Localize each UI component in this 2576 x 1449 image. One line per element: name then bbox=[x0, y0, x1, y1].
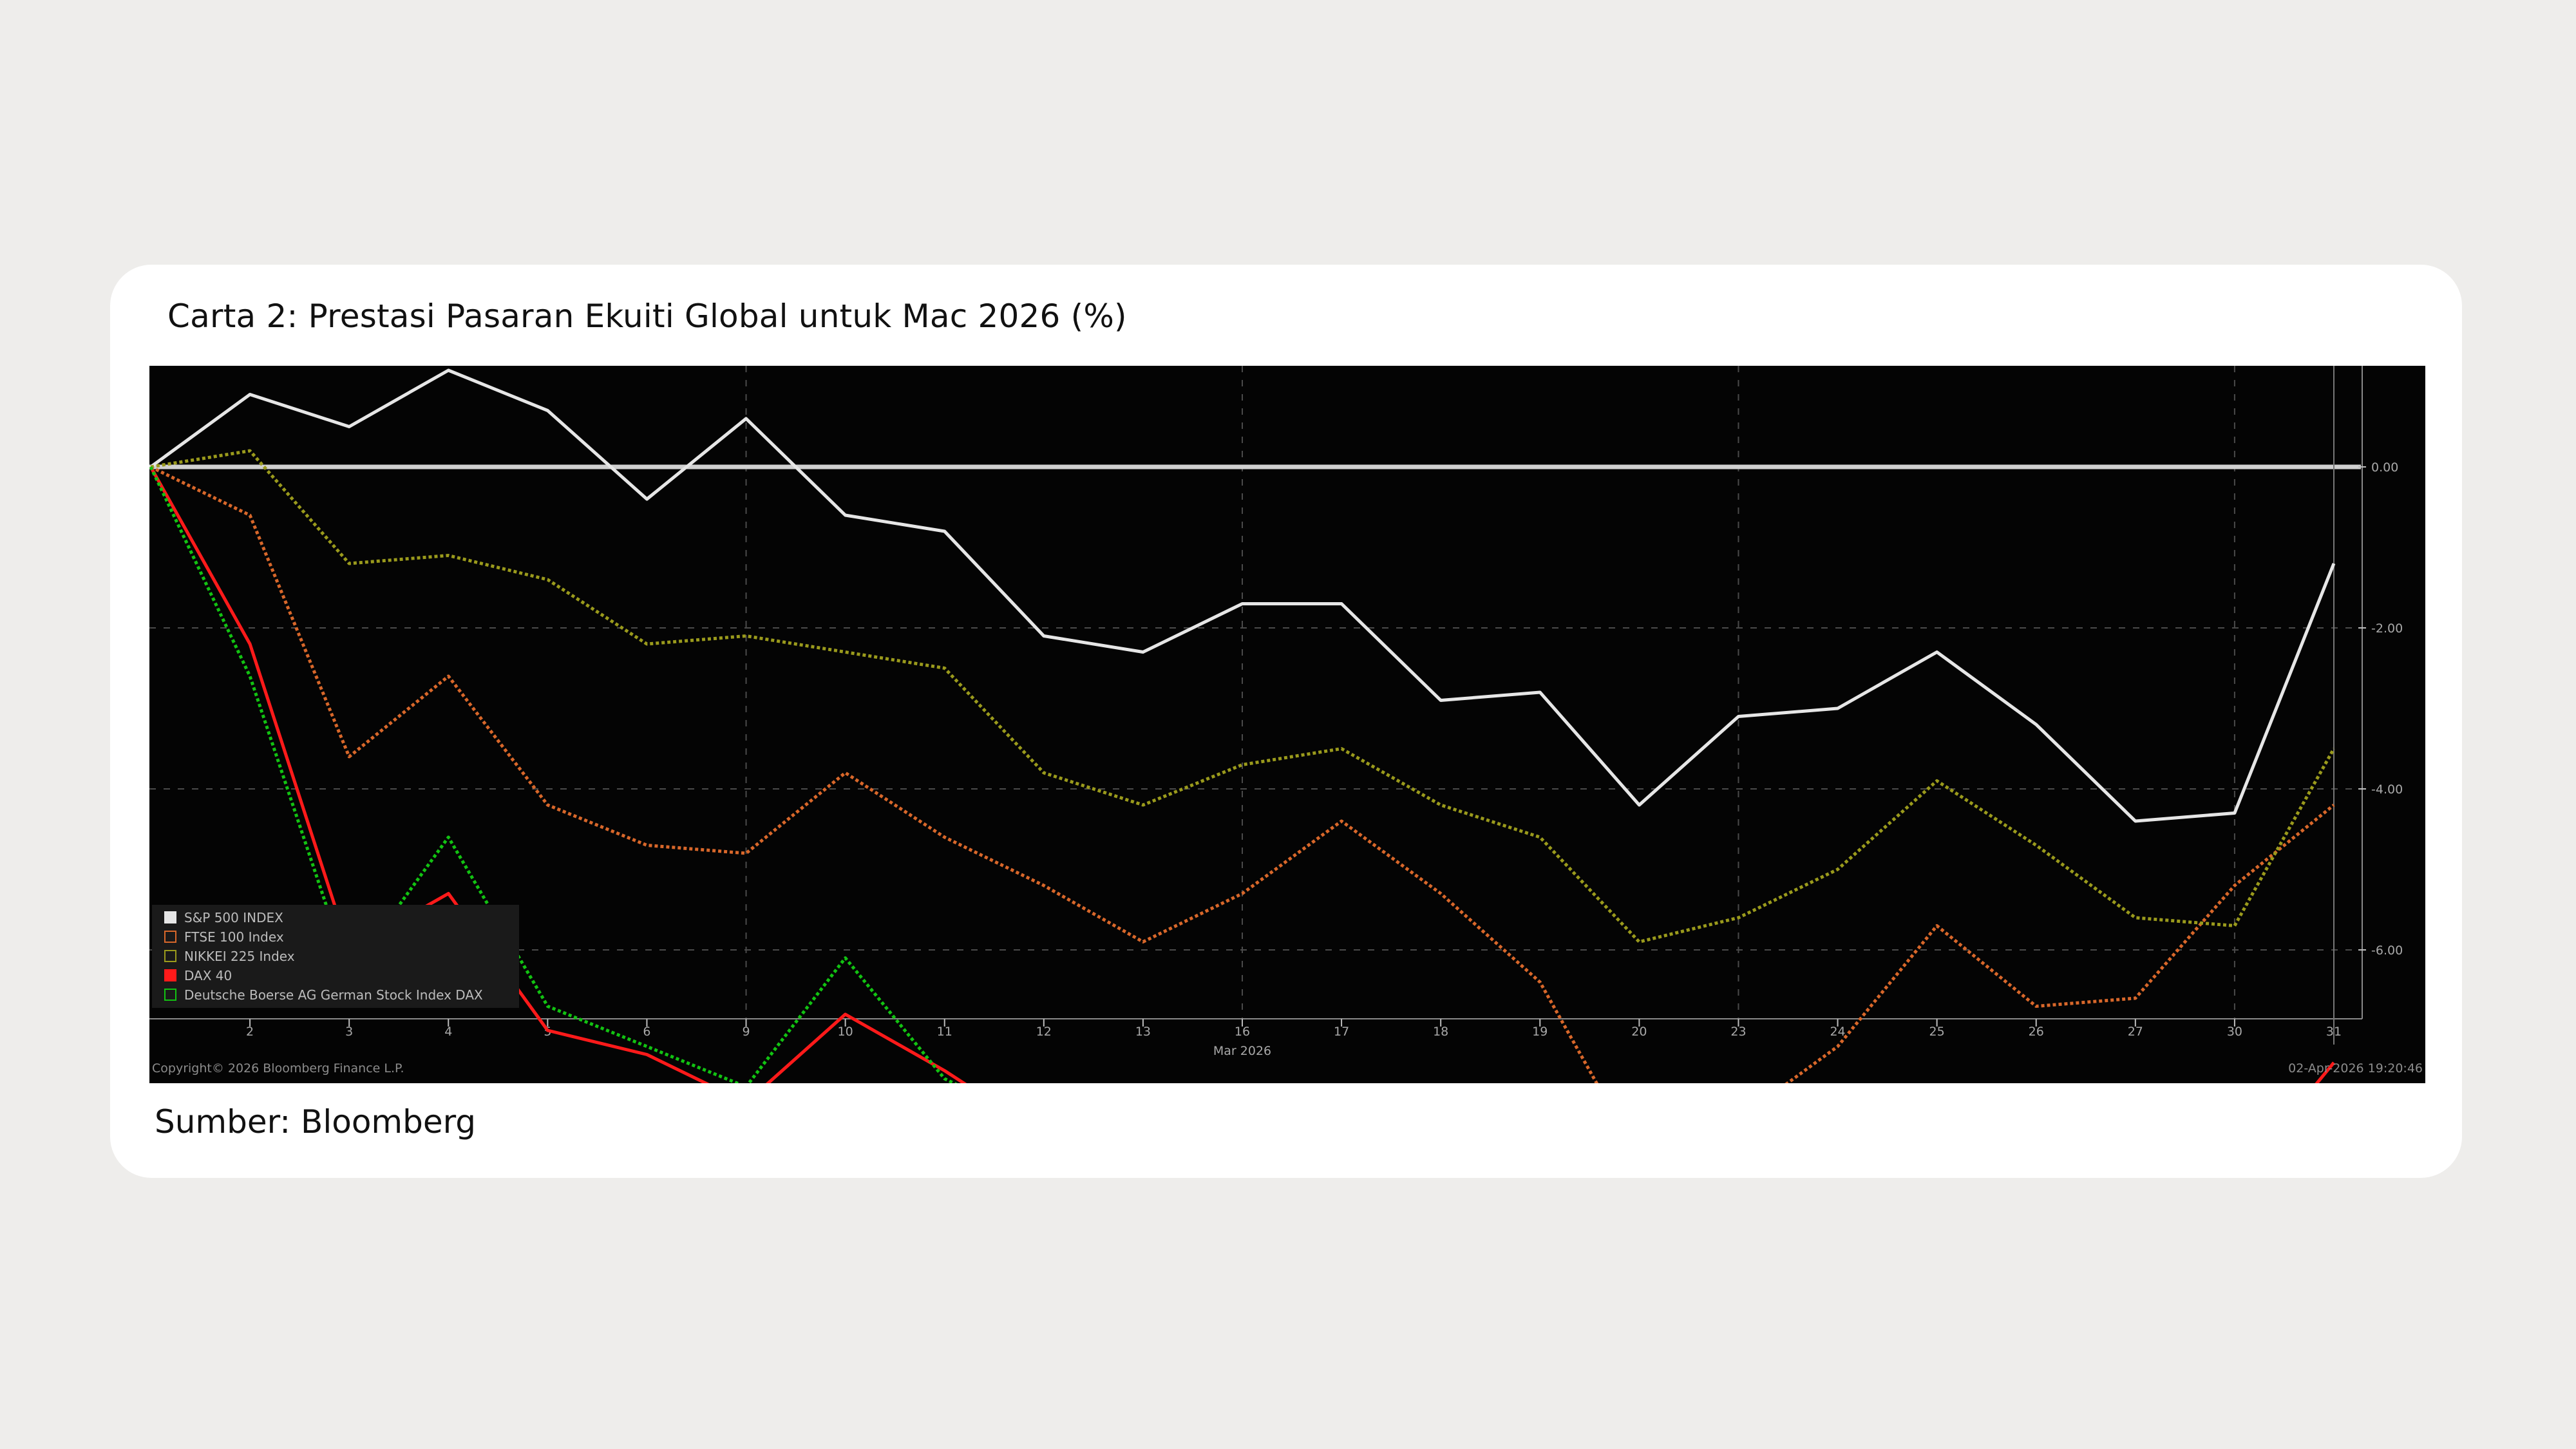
legend-swatch bbox=[164, 969, 176, 981]
source-note: Sumber: Bloomberg bbox=[155, 1103, 477, 1141]
x-tick-label: 20 bbox=[1631, 1025, 1647, 1039]
legend-label: S&P 500 INDEX bbox=[184, 910, 283, 925]
x-tick-label: 16 bbox=[1235, 1025, 1250, 1039]
x-tick-label: 18 bbox=[1433, 1025, 1448, 1039]
legend-label: DAX 40 bbox=[184, 968, 232, 983]
x-tick-label: 11 bbox=[937, 1025, 952, 1039]
timestamp-footer: 02-Apr-2026 19:20:46 bbox=[2288, 1061, 2423, 1075]
x-tick-label: 12 bbox=[1036, 1025, 1052, 1039]
x-tick-label: 17 bbox=[1334, 1025, 1349, 1039]
series-line bbox=[150, 449, 2336, 943]
x-tick-label: 30 bbox=[2227, 1025, 2242, 1039]
y-tick-label: -4.00 bbox=[2371, 782, 2403, 797]
x-tick-label: 23 bbox=[1730, 1025, 1746, 1039]
x-tick-label: 4 bbox=[444, 1025, 452, 1039]
legend-label: FTSE 100 Index bbox=[184, 929, 284, 945]
x-tick-label: 27 bbox=[2128, 1025, 2143, 1039]
x-tick-label: 10 bbox=[838, 1025, 853, 1039]
x-tick-label: 3 bbox=[345, 1025, 353, 1039]
grid-lines bbox=[149, 366, 2353, 1019]
chart-background bbox=[149, 366, 2425, 1083]
x-tick-label: 6 bbox=[643, 1025, 650, 1039]
x-tick-label: 2 bbox=[246, 1025, 254, 1039]
x-tick-label: 24 bbox=[1830, 1025, 1845, 1039]
legend-swatch bbox=[164, 950, 176, 962]
series-line bbox=[149, 368, 2336, 823]
legend: S&P 500 INDEX FTSE 100 Index NIKKEI 225 In… bbox=[152, 905, 519, 1008]
y-tick-label: -6.00 bbox=[2371, 943, 2403, 958]
copyright-footer: Copyright© 2026 Bloomberg Finance L.P. bbox=[152, 1061, 404, 1075]
x-axis-label: Mar 2026 bbox=[1213, 1044, 1271, 1058]
x-tick-label: 26 bbox=[2029, 1025, 2044, 1039]
x-tick-label: 19 bbox=[1532, 1025, 1548, 1039]
x-tick-label: 13 bbox=[1135, 1025, 1151, 1039]
chart-title: Carta 2: Prestasi Pasaran Ekuiti Global … bbox=[167, 298, 1127, 335]
series-line bbox=[149, 465, 2335, 1083]
x-tick-label: 25 bbox=[1929, 1025, 1945, 1039]
y-tick-label: -2.00 bbox=[2371, 621, 2403, 636]
bloomberg-chart: 2.000.00-2.00-4.00-6.00-8.00-10.00-12.00… bbox=[149, 366, 2425, 1083]
legend-swatch bbox=[164, 989, 176, 1001]
legend-label: Deutsche Boerse AG German Stock Index DA… bbox=[184, 987, 483, 1003]
legend-swatch bbox=[164, 931, 176, 943]
y-tick-label: 0.00 bbox=[2371, 460, 2398, 475]
legend-swatch bbox=[164, 911, 176, 923]
legend-label: NIKKEI 225 Index bbox=[184, 949, 295, 964]
x-tick-label: 9 bbox=[742, 1025, 750, 1039]
axes: 2.000.00-2.00-4.00-6.00-8.00-10.00-12.00… bbox=[149, 366, 2403, 1058]
legend-box bbox=[152, 905, 519, 1008]
